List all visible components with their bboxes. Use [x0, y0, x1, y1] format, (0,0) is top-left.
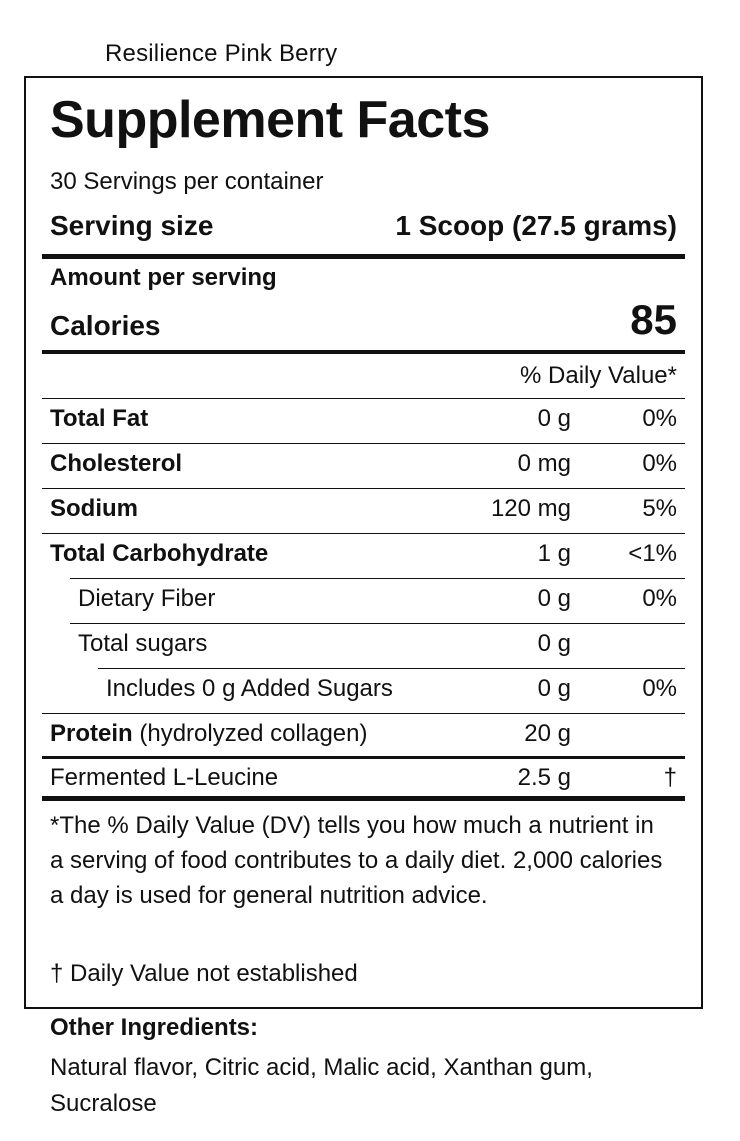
nutrient-dv: 0%	[642, 450, 677, 477]
nutrient-row-total-carbohydrate: Total Carbohydrate 1 g <1%	[42, 533, 685, 578]
nutrient-amount: 120 mg	[490, 495, 571, 522]
nutrient-row-dietary-fiber: Dietary Fiber 0 g 0%	[70, 578, 685, 623]
product-name: Resilience Pink Berry	[105, 40, 338, 67]
dagger-footnote: † Daily Value not established	[50, 960, 358, 987]
nutrient-row-sodium: Sodium 120 mg 5%	[42, 488, 685, 533]
daily-value-header: % Daily Value*	[520, 362, 677, 389]
protein-source: (hydrolyzed collagen)	[132, 720, 368, 747]
nutrient-dv: <1%	[628, 540, 677, 567]
nutrient-dv: 0%	[642, 585, 677, 612]
nutrient-amount: 1 g	[537, 540, 571, 567]
dagger-symbol: †	[663, 764, 677, 791]
nutrient-row-added-sugars: Includes 0 g Added Sugars 0 g 0%	[98, 668, 685, 713]
nutrient-row-total-fat: Total Fat 0 g 0%	[42, 398, 685, 443]
nutrient-label: Total sugars	[78, 630, 208, 657]
calories-value: 85	[630, 296, 677, 343]
serving-size-row: Serving size 1 Scoop (27.5 grams)	[50, 210, 677, 242]
nutrient-amount: 2.5 g	[517, 764, 571, 791]
nutrient-label: Total Carbohydrate	[50, 540, 269, 567]
nutrient-row-protein: Protein (hydrolyzed collagen) 20 g	[42, 713, 685, 758]
supplement-facts-panel: Supplement Facts 30 Servings per contain…	[24, 76, 703, 1009]
nutrient-row-total-sugars: Total sugars 0 g	[70, 623, 685, 668]
panel-title: Supplement Facts	[50, 91, 490, 149]
nutrient-label: Protein (hydrolyzed collagen)	[50, 720, 367, 748]
calories-label: Calories	[50, 310, 161, 341]
other-ingredients-title: Other Ingredients:	[50, 1014, 259, 1041]
nutrient-amount: 0 g	[537, 630, 571, 657]
nutrient-label: Total Fat	[50, 405, 149, 432]
nutrient-row-cholesterol: Cholesterol 0 mg 0%	[42, 443, 685, 488]
thick-rule-calories	[42, 350, 685, 354]
nutrient-label: Cholesterol	[50, 450, 183, 477]
nutrient-amount: 0 g	[537, 405, 571, 432]
protein-label: Protein	[50, 720, 133, 747]
nutrient-dv: 5%	[642, 495, 677, 522]
amount-per-serving: Amount per serving	[50, 264, 277, 291]
thick-rule-bottom	[42, 796, 685, 801]
nutrient-label: Dietary Fiber	[78, 585, 216, 612]
nutrient-amount: 0 g	[537, 675, 571, 702]
servings-per-container: 30 Servings per container	[50, 168, 324, 195]
nutrient-label: Includes 0 g Added Sugars	[106, 675, 393, 702]
nutrient-amount: 0 g	[537, 585, 571, 612]
nutrient-dv: 0%	[642, 675, 677, 702]
serving-size-value: 1 Scoop (27.5 grams)	[395, 210, 677, 241]
nutrient-row-fermented-l-leucine: Fermented L-Leucine 2.5 g †	[42, 758, 685, 802]
nutrient-dv: 0%	[642, 405, 677, 432]
serving-size-label: Serving size	[50, 210, 214, 241]
nutrient-amount: 0 mg	[517, 450, 571, 477]
nutrient-label: Sodium	[50, 495, 138, 522]
thick-rule-top	[42, 254, 685, 259]
thick-rule-leucine	[42, 756, 685, 759]
nutrient-amount: 20 g	[524, 720, 571, 747]
other-ingredients-list: Natural flavor, Citric acid, Malic acid,…	[50, 1054, 593, 1117]
nutrient-label: Fermented L-Leucine	[50, 764, 279, 791]
daily-value-footnote: *The % Daily Value (DV) tells you how mu…	[50, 812, 663, 909]
